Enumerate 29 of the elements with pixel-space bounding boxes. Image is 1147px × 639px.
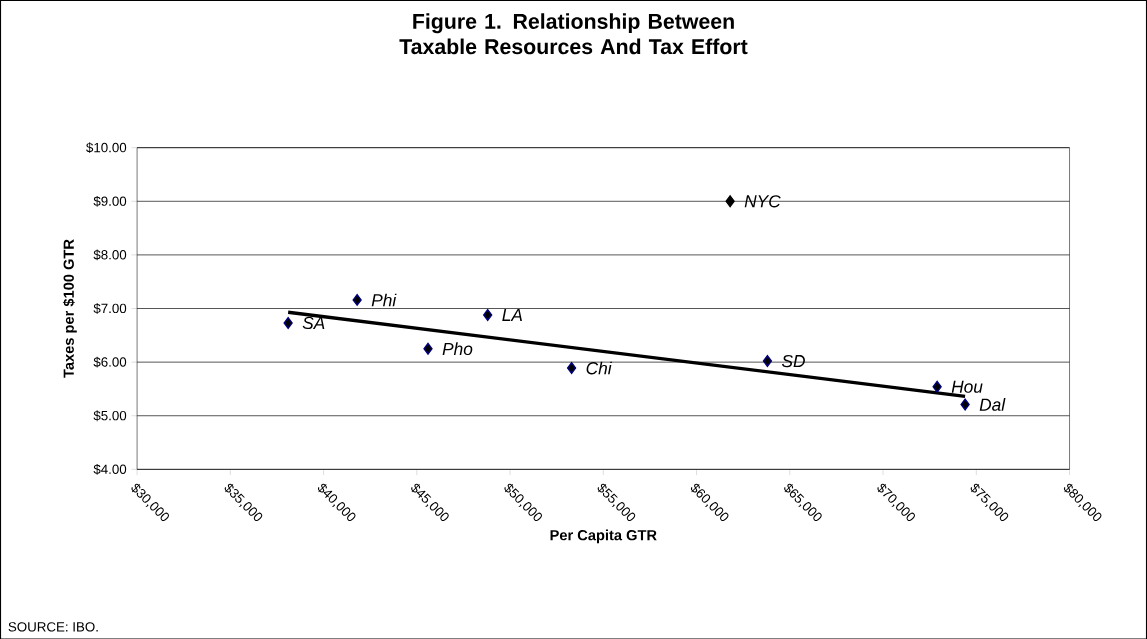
y-tick-label: $8.00 (93, 249, 127, 261)
point (932, 380, 942, 393)
x-axis-title: Per Capita GTR (550, 529, 657, 543)
annotation: Hou (951, 380, 983, 393)
y-tick-label: $7.00 (93, 302, 127, 314)
y-tick-label: $4.00 (93, 463, 127, 475)
annotation: Phi (371, 293, 397, 306)
point (566, 361, 577, 374)
point (725, 195, 735, 208)
y-axis-title: Taxes per $100 GTR (62, 239, 77, 378)
y-tick-label: $6.00 (93, 356, 127, 368)
y-tick-label: $5.00 (93, 410, 127, 421)
annotation: LA (502, 308, 522, 321)
point (483, 308, 493, 321)
source-note: SOURCE: IBO. (8, 621, 98, 632)
annotation: SA (302, 316, 325, 329)
y-tick-label: $9.00 (93, 195, 127, 207)
annotation: Pho (442, 342, 473, 355)
annotation: SD (781, 354, 805, 367)
point (352, 293, 362, 306)
annotation: Dal (979, 397, 1006, 411)
point (762, 354, 773, 367)
annotation: Chi (586, 361, 613, 375)
point (283, 316, 293, 329)
point (960, 398, 970, 411)
annotation: NYC (744, 194, 781, 208)
chart-title: Figure 1. Relationship Between Taxable Resources And Tax Effort (399, 13, 748, 54)
y-tick-label: $10.00 (86, 142, 127, 153)
point (423, 342, 433, 355)
